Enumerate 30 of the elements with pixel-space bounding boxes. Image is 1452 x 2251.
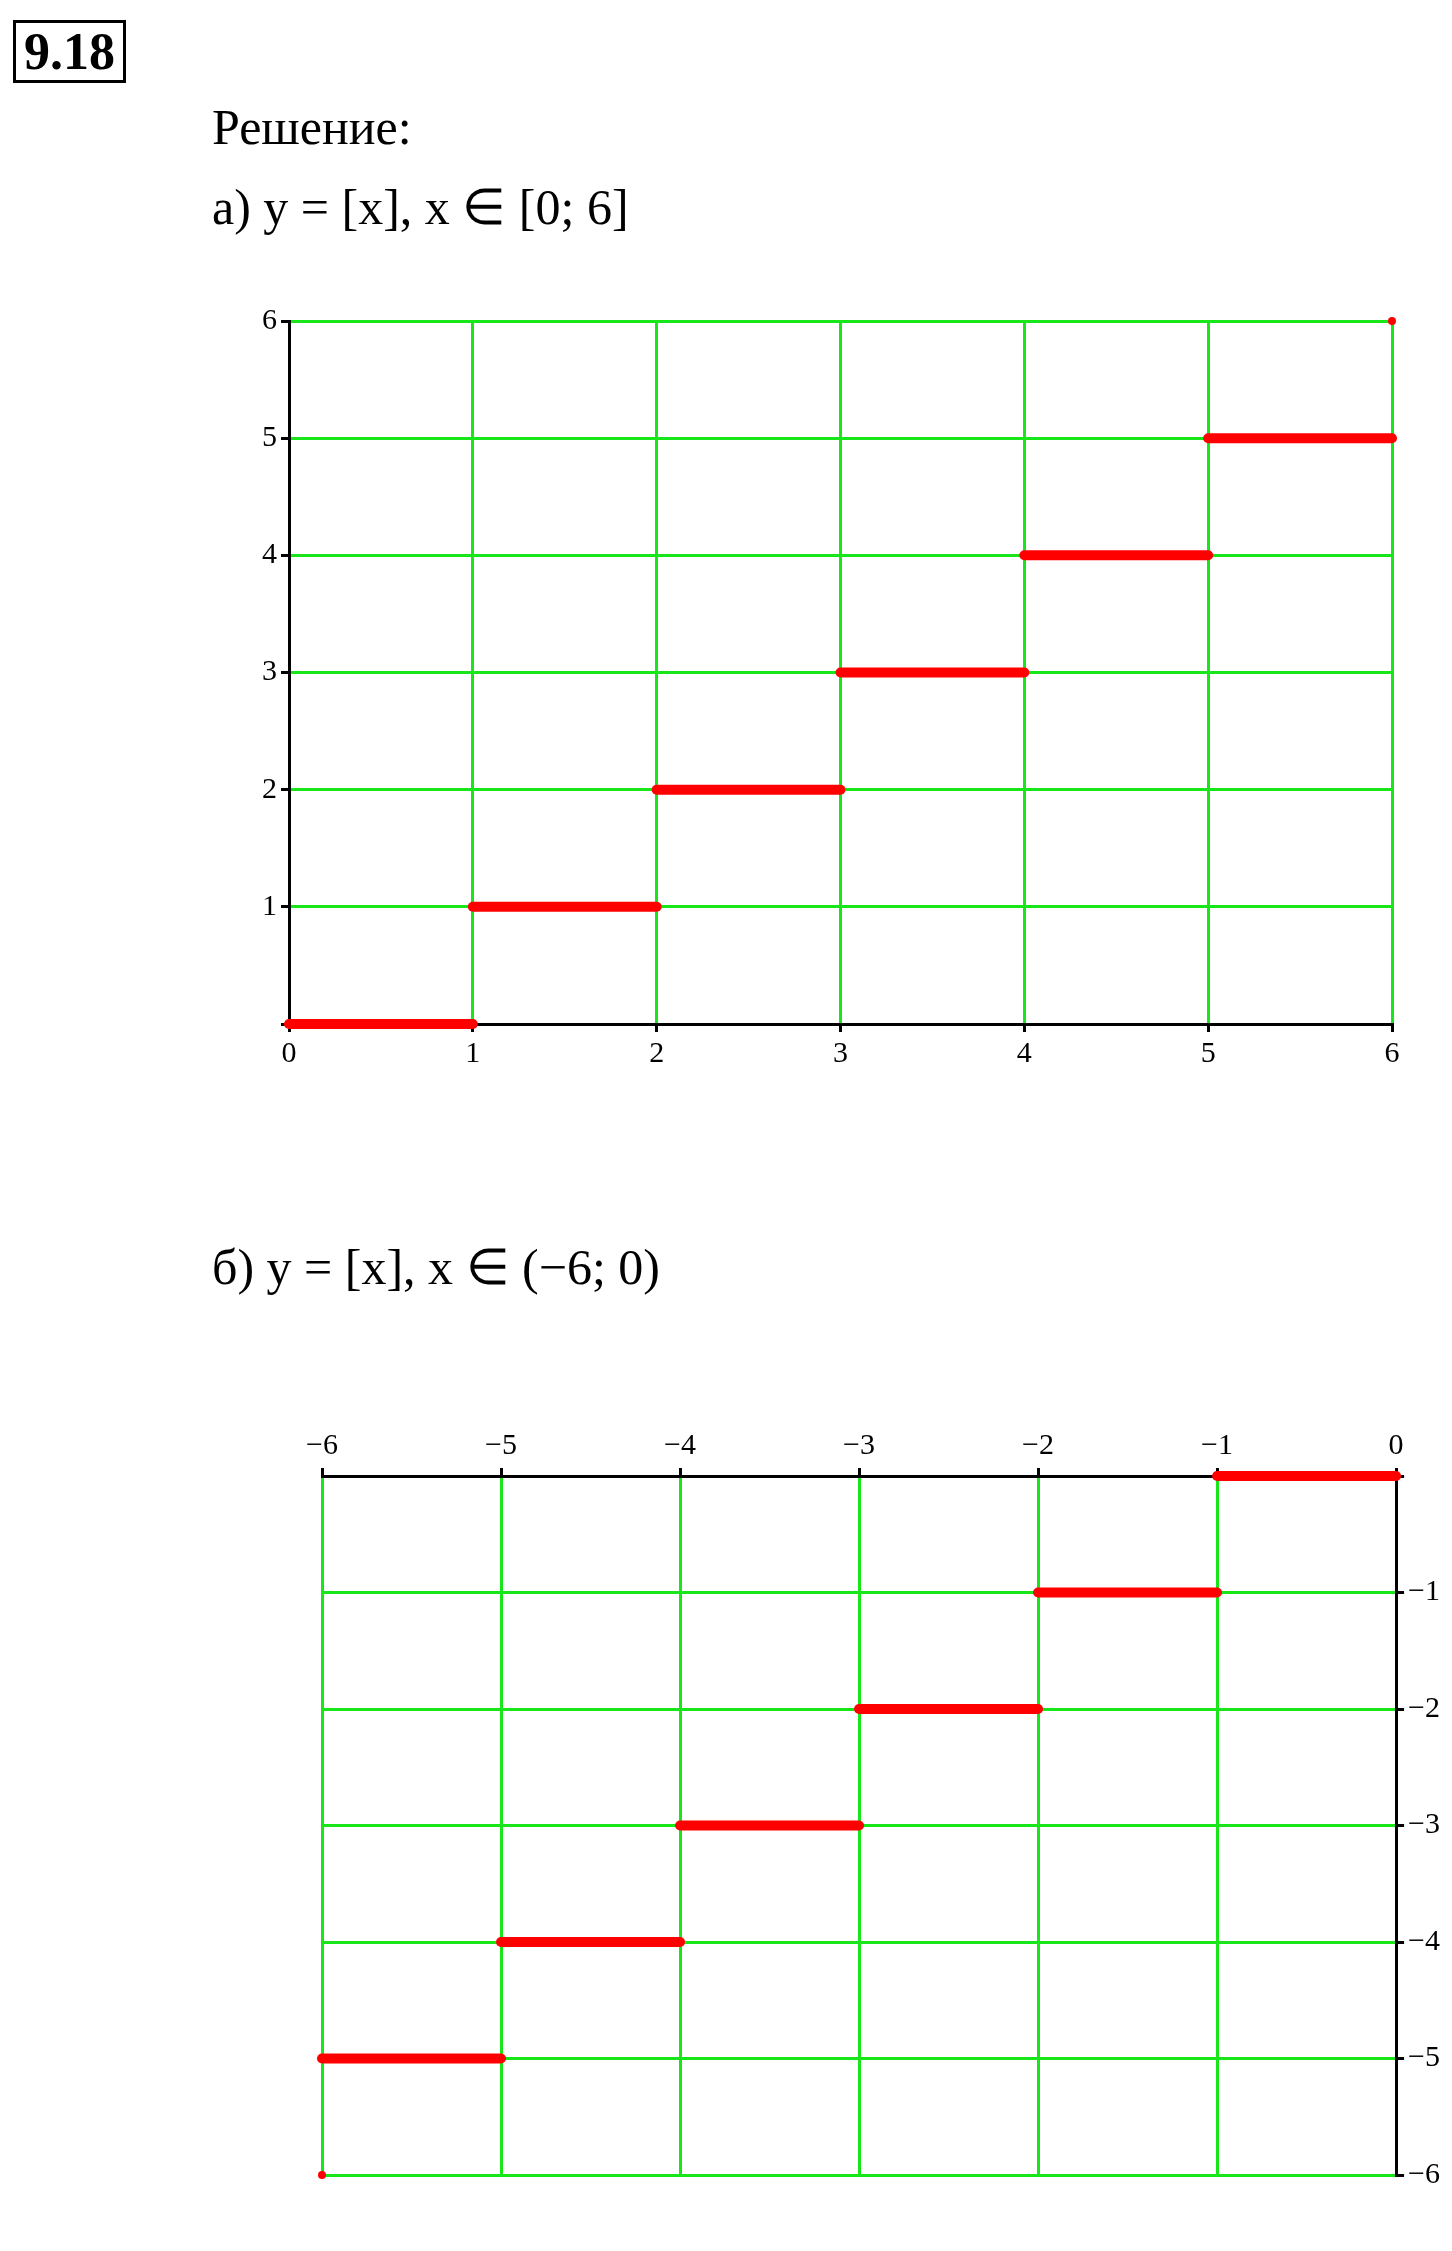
x-tick-label: −3	[843, 1426, 875, 1460]
x-tick-label: 0	[281, 1034, 297, 1068]
y-tick-label: 4	[262, 536, 277, 570]
x-tick-label: 2	[649, 1034, 665, 1068]
x-tick-label: −5	[485, 1426, 517, 1460]
y-tick-label: 1	[262, 887, 277, 921]
text: Решение:	[212, 99, 412, 155]
x-tick-label: 6	[1384, 1034, 1400, 1068]
x-tick-label: 0	[1388, 1426, 1404, 1460]
y-tick-label: 2	[262, 770, 277, 804]
chart-title: а) y = [x], x ∈ [0; 6]	[212, 179, 629, 235]
x-tick-label: −4	[664, 1426, 696, 1460]
y-tick-label: −1	[1408, 1573, 1440, 1607]
y-tick-label: −6	[1408, 2155, 1440, 2189]
y-tick-label: −2	[1408, 1689, 1440, 1723]
y-tick-label: 3	[262, 653, 277, 687]
y-tick-label: −5	[1408, 2039, 1440, 2073]
x-tick-label: 3	[833, 1034, 848, 1068]
y-tick-label: −3	[1408, 1806, 1440, 1840]
y-tick-label: −4	[1408, 1922, 1440, 1956]
x-tick-label: −1	[1201, 1426, 1234, 1460]
x-tick-label: 5	[1200, 1034, 1216, 1068]
x-tick-label: 1	[465, 1034, 481, 1068]
chart-title: б) y = [x], x ∈ (−6; 0)	[212, 1239, 660, 1295]
x-tick-label: 4	[1016, 1034, 1032, 1068]
x-tick-label: −6	[306, 1426, 338, 1460]
y-tick-label: 5	[262, 419, 277, 453]
x-tick-label: −2	[1022, 1426, 1055, 1460]
text: 9.18	[13, 20, 126, 84]
y-tick-label: 6	[262, 301, 277, 335]
